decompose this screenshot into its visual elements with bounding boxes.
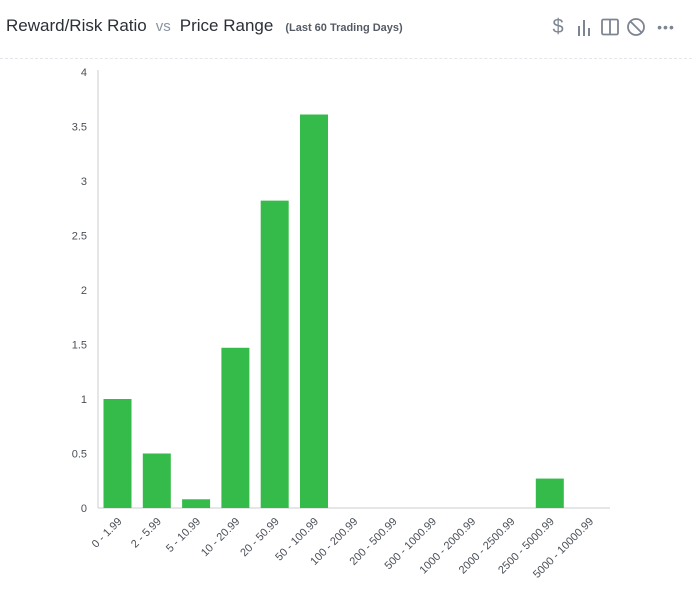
y-tick-label: 0.5 [72, 449, 87, 461]
chart-header: Reward/Risk Ratio vs Price Range (Last 6… [0, 0, 692, 59]
y-tick-label: 0 [81, 503, 87, 515]
x-tick-label: 5 - 10.99 [164, 516, 203, 555]
bar [182, 499, 211, 508]
bar [300, 114, 328, 508]
x-tick-label: 10 - 20.99 [199, 516, 243, 560]
dollar-icon[interactable]: $ [548, 16, 568, 38]
y-tick-label: 3.5 [72, 122, 87, 134]
more-glyph: ••• [657, 19, 675, 35]
chart-title: Reward/Risk Ratio vs Price Range (Last 6… [6, 16, 403, 36]
title-left: Reward/Risk Ratio [6, 16, 147, 35]
bar [260, 200, 289, 508]
bar [535, 478, 564, 508]
bar [142, 453, 171, 508]
bar-chart-icon[interactable] [574, 16, 594, 38]
y-tick-label: 1 [81, 394, 87, 406]
dollar-glyph: $ [552, 16, 564, 38]
y-tick-label: 3 [81, 176, 87, 188]
y-tick-label: 2 [81, 285, 87, 297]
chart-subtitle: (Last 60 Trading Days) [285, 22, 403, 34]
chart-toolbar: $ ••• [548, 16, 675, 38]
x-tick-label: 0 - 1.99 [90, 516, 125, 551]
y-tick-label: 4 [81, 67, 87, 79]
y-tick-label: 1.5 [72, 340, 87, 352]
more-icon[interactable]: ••• [652, 16, 675, 38]
ban-icon[interactable] [626, 16, 646, 38]
bar [103, 399, 132, 508]
columns-icon[interactable] [600, 16, 620, 38]
title-right: Price Range [179, 16, 274, 35]
y-tick-label: 2.5 [72, 231, 87, 243]
x-tick-label: 2 - 5.99 [129, 516, 164, 551]
bar [221, 347, 250, 508]
title-vs: vs [155, 18, 171, 35]
